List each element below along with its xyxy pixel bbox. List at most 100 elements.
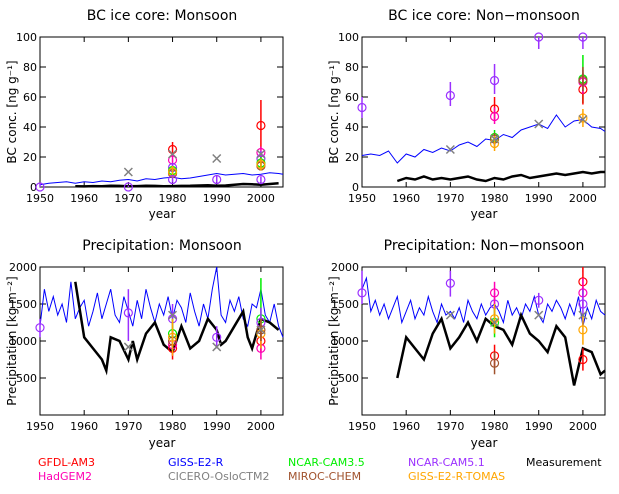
x-tick-label: 1990 <box>525 192 553 205</box>
x-tick-label: 1970 <box>114 192 142 205</box>
x-tick-label: 1990 <box>525 420 553 433</box>
legend-cicero: CICERO-OsloCTM2 <box>168 470 270 483</box>
marker-ncar51 <box>212 332 222 342</box>
x-axis-label: year <box>149 207 176 221</box>
x-tick-label: 1960 <box>392 192 420 205</box>
marker-gfdl <box>256 120 266 131</box>
marker-cicero <box>490 134 500 144</box>
x-tick-label: 1990 <box>203 192 231 205</box>
plot-frame <box>361 36 606 188</box>
marker-cicero <box>212 342 222 352</box>
y-tick-label: 2000 <box>9 261 37 274</box>
marker-ncar51 <box>123 182 133 192</box>
marker-tomas <box>256 159 266 170</box>
legend-hadgem: HadGEM2 <box>38 470 92 483</box>
legend-giss: GISS-E2-R <box>168 456 224 469</box>
panel-title: BC ice core: Non−monsoon <box>388 8 580 24</box>
y-tick-label: 80 <box>345 61 359 74</box>
marker-ncar51 <box>578 299 588 309</box>
marker-cicero <box>534 310 544 320</box>
x-tick-label: 1970 <box>114 420 142 433</box>
panel-title: BC ice core: Monsoon <box>87 8 238 24</box>
marker-ncar51 <box>35 323 45 333</box>
marker-cicero <box>256 325 266 335</box>
series-line-measurement <box>396 170 605 183</box>
series-line-giss <box>39 172 284 186</box>
x-tick-label: 1980 <box>159 192 187 205</box>
x-tick-label: 1950 <box>26 420 54 433</box>
marker-ncar51 <box>256 174 266 185</box>
marker-ncar51 <box>578 32 588 42</box>
series-line-giss <box>39 266 284 338</box>
series-line-measurement <box>74 281 280 376</box>
y-tick-label: 1000 <box>9 335 37 348</box>
panel-1: BC ice core: Monsoon year BC conc. [ng g⁻¹… <box>5 8 284 221</box>
marker-ncar51 <box>357 102 367 113</box>
x-tick-label: 2000 <box>247 192 275 205</box>
y-axis-label: Precipitation [kg m⁻²] <box>327 276 341 405</box>
y-tick-label: 1500 <box>9 298 37 311</box>
y-tick-label: 1500 <box>331 298 359 311</box>
marker-hadgem <box>489 288 500 298</box>
x-tick-label: 1970 <box>436 192 464 205</box>
x-tick-label: 2000 <box>247 420 275 433</box>
x-tick-label: 1990 <box>203 420 231 433</box>
x-tick-label: 1960 <box>70 420 98 433</box>
marker-tomas <box>167 332 178 342</box>
y-tick-label: 40 <box>345 121 359 134</box>
y-tick-label: 60 <box>23 91 37 104</box>
marker-miroc <box>256 325 266 335</box>
panel-3: Precipitation: Monsoon year Precipitation … <box>5 238 284 450</box>
legend-gfdl: GFDL-AM3 <box>38 456 95 469</box>
marker-cicero <box>445 144 455 155</box>
x-tick-label: 1970 <box>436 420 464 433</box>
marker-ncar51 <box>489 75 500 86</box>
marker-miroc <box>578 75 588 86</box>
series-line-measurement <box>75 182 279 188</box>
y-tick-label: 500 <box>338 372 359 385</box>
x-axis-label: year <box>149 436 176 450</box>
y-tick-label: 0 <box>30 181 37 194</box>
marker-cicero <box>578 310 588 320</box>
y-tick-label: 100 <box>16 31 37 44</box>
marker-ncar51 <box>534 295 544 305</box>
marker-ncar51 <box>534 32 544 42</box>
marker-cicero <box>490 317 500 328</box>
panel-title: Precipitation: Monsoon <box>82 238 242 254</box>
series-line-measurement <box>396 311 606 386</box>
series-line-giss <box>361 114 606 164</box>
y-tick-label: 0 <box>352 181 359 194</box>
y-tick-label: 2000 <box>331 261 359 274</box>
marker-cicero <box>256 149 266 159</box>
panel-title: Precipitation: Non−monsoon <box>384 238 585 254</box>
legend-ncar51: NCAR-CAM5.1 <box>408 456 485 469</box>
plot-frame <box>39 36 284 188</box>
y-tick-label: 500 <box>16 372 37 385</box>
marker-ncar51 <box>445 90 455 101</box>
marker-tomas <box>578 113 588 123</box>
x-tick-label: 2000 <box>569 192 597 205</box>
marker-cicero <box>534 119 544 129</box>
marker-hadgem <box>489 111 500 122</box>
y-tick-label: 1000 <box>331 335 359 348</box>
legend-miroc: MIROC-CHEM <box>288 470 362 483</box>
y-tick-label: 20 <box>23 151 37 164</box>
x-axis-label: year <box>471 207 498 221</box>
x-tick-label: 1950 <box>26 192 54 205</box>
marker-cicero <box>168 149 178 159</box>
marker-ncar51 <box>357 288 367 298</box>
plot-frame <box>361 266 606 416</box>
y-tick-label: 60 <box>345 91 359 104</box>
marker-tomas <box>578 325 588 335</box>
legend-measurement: Measurement <box>526 456 602 469</box>
marker-miroc <box>489 358 500 368</box>
legend-tomas: GISS-E2-R-TOMAS <box>408 470 506 483</box>
marker-cicero <box>168 310 178 320</box>
marker-gfdl <box>578 354 588 365</box>
y-tick-label: 100 <box>338 31 359 44</box>
panel-4: Precipitation: Non−monsoon year Precipitat… <box>327 238 606 450</box>
marker-cicero <box>578 114 588 125</box>
marker-ncar51 <box>167 174 178 185</box>
series-line-giss <box>361 276 606 327</box>
